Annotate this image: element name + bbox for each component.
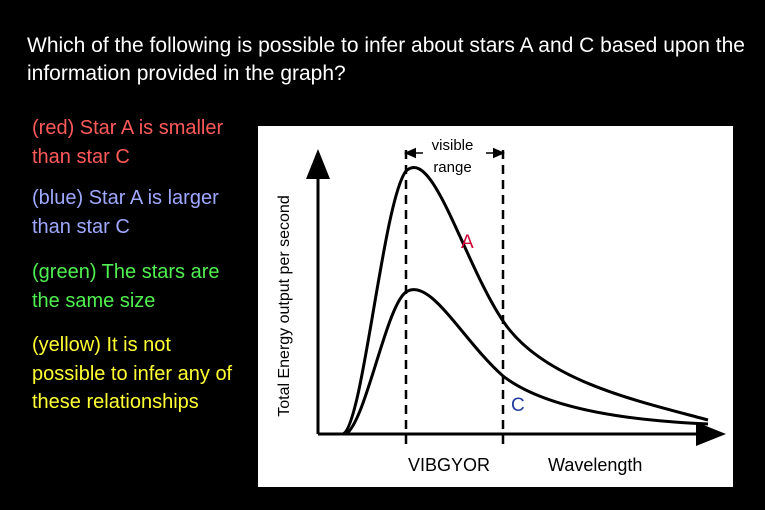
curve-a-label: A (461, 232, 474, 253)
energy-wavelength-graph: Total Energy output per second visible r… (258, 126, 733, 487)
answer-option-green[interactable]: (green) The stars are the same size (32, 261, 220, 312)
y-axis-label: Total Energy output per second (276, 195, 293, 417)
spectrum-label: VIBGYOR (408, 455, 491, 475)
star-c-curve (344, 288, 709, 436)
graph-drawing (306, 147, 726, 446)
curve-c-label: C (511, 395, 525, 416)
answer-option-yellow[interactable]: (yellow) It is not possible to infer any… (32, 334, 233, 413)
answer-option-red[interactable]: (red) Star A is smaller than star C (32, 117, 224, 168)
x-axis-label: Wavelength (548, 455, 643, 475)
answer-option-blue[interactable]: (blue) Star A is larger than star C (32, 187, 219, 238)
question-text: Which of the following is possible to in… (27, 34, 745, 85)
visible-range-label: visible range (431, 137, 474, 176)
star-a-curve (341, 166, 709, 436)
